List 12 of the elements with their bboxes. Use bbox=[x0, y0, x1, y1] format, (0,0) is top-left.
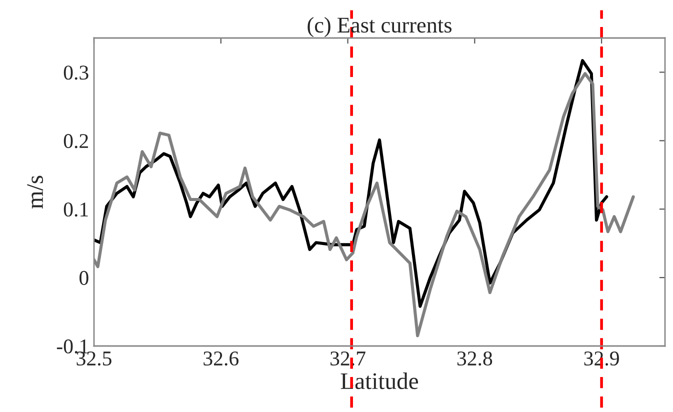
y-tick-label: -0.1 bbox=[56, 339, 88, 354]
x-tick-label: 32.9 bbox=[584, 352, 619, 366]
y-tick-label: 0.3 bbox=[64, 66, 88, 80]
y-tick-label: 0.1 bbox=[64, 202, 88, 217]
y-tick-label: 0.2 bbox=[64, 134, 88, 148]
y-axis-title: m/s bbox=[27, 176, 44, 209]
x-tick-label: 32.6 bbox=[204, 352, 238, 366]
y-tick-label: 0 bbox=[80, 270, 88, 285]
x-tick-label: 32.8 bbox=[457, 351, 492, 366]
x-tick-label: 32.5 bbox=[76, 352, 112, 366]
chart-title: (c) East currents bbox=[308, 17, 452, 38]
x-tick-label: 32.7 bbox=[330, 352, 366, 366]
